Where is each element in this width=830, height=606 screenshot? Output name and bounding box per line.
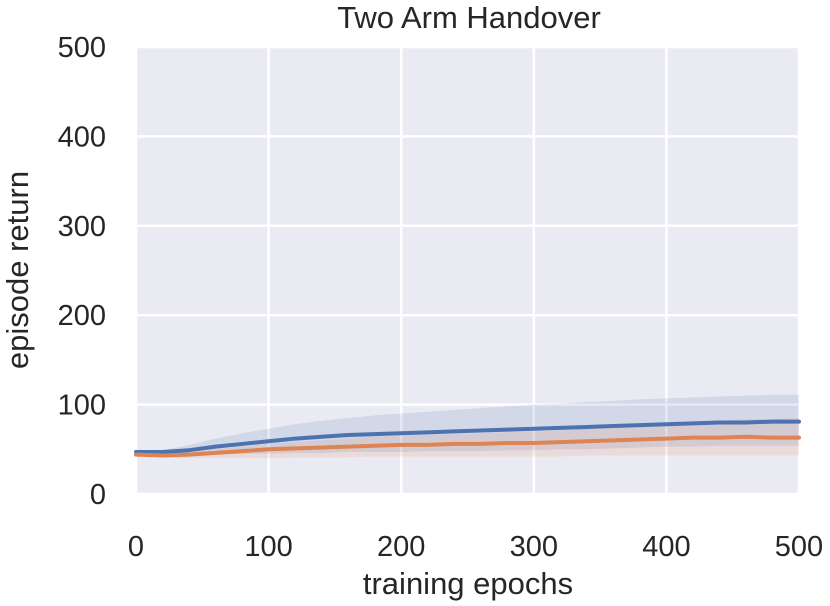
y-tick-label-1: 100: [58, 390, 106, 422]
y-tick-label-3: 300: [58, 211, 106, 243]
series-0-line: [134, 419, 801, 454]
x-tick-label-0: 0: [128, 531, 144, 563]
y-tick-label-5: 500: [58, 32, 106, 64]
x-tick-label-1: 100: [244, 531, 292, 563]
y-tick-label-0: 0: [90, 479, 106, 511]
x-axis-label: training epochs: [363, 566, 573, 601]
x-tick-label-5: 500: [775, 531, 823, 563]
y-tick-label-2: 200: [58, 300, 106, 332]
y-tick-label-4: 400: [58, 121, 106, 153]
x-tick-label-3: 300: [510, 531, 558, 563]
plot-area: [136, 47, 799, 494]
series-lines: [134, 419, 801, 458]
x-axis-ticks: 0 100 200 300 400 500: [128, 531, 823, 563]
x-tick-label-4: 400: [642, 531, 690, 563]
x-tick-label-2: 200: [377, 531, 425, 563]
series-1-line: [134, 434, 801, 458]
y-axis-label: episode return: [0, 171, 35, 369]
y-axis-ticks: 0 100 200 300 400 500: [58, 32, 106, 511]
chart-title: Two Arm Handover: [337, 0, 601, 35]
gridlines: [134, 45, 801, 496]
